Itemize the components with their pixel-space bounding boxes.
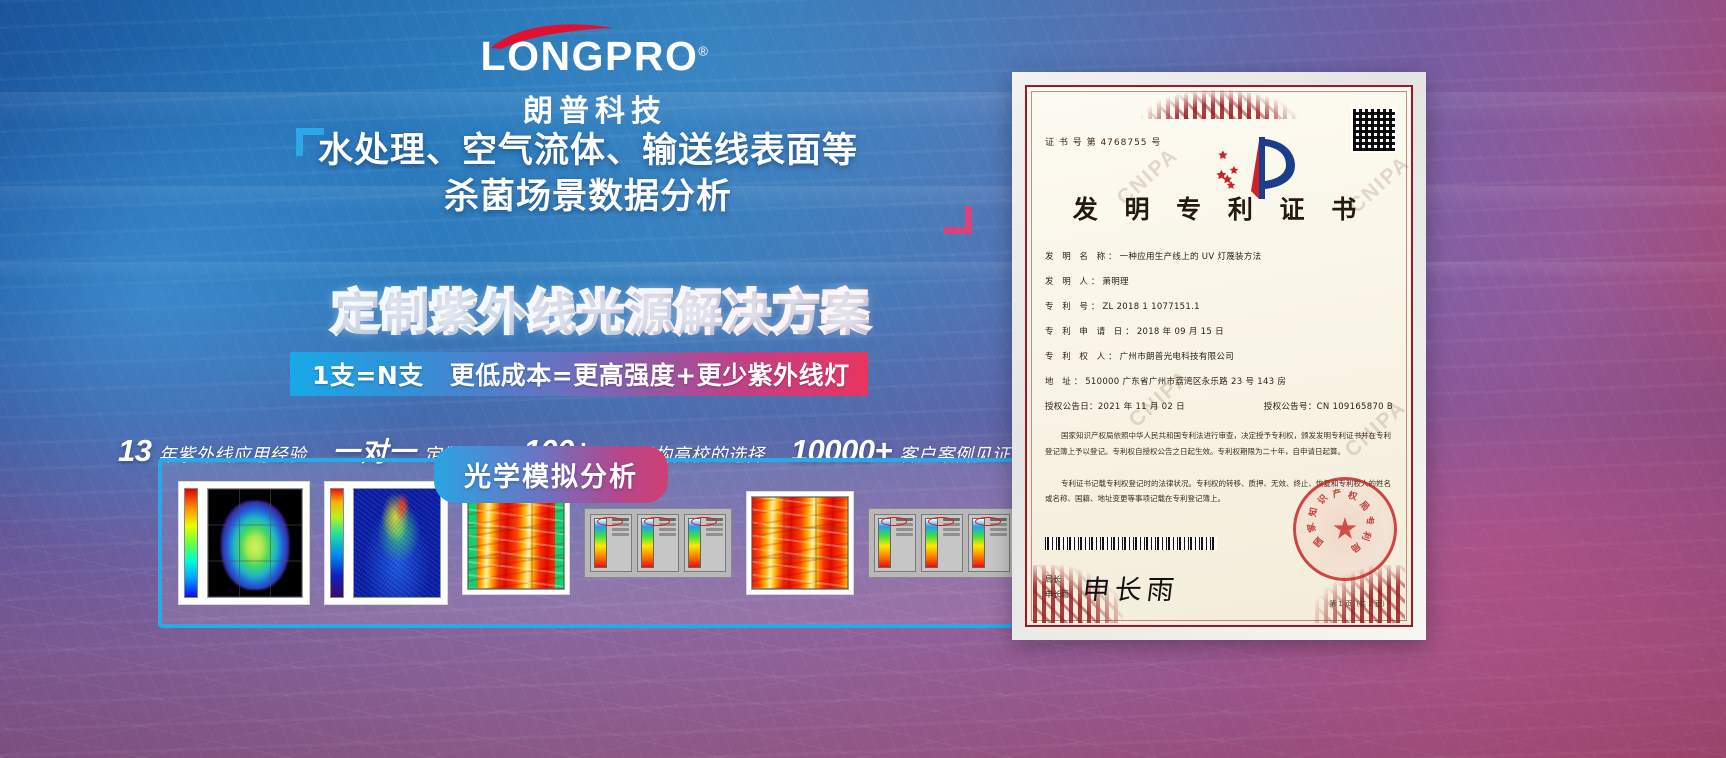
speckle-irradiance-plot bbox=[353, 488, 441, 598]
sim-dialog bbox=[921, 514, 963, 572]
sim-dialog-cluster-2 bbox=[868, 508, 1016, 578]
stat-number: 13 bbox=[118, 433, 152, 468]
optical-simulation-badge: 光学模拟分析 bbox=[434, 446, 668, 503]
beam-irradiance-plot bbox=[207, 488, 303, 598]
seal-text: 国家知识产权局专利局 bbox=[1306, 488, 1375, 554]
director-block: 局长 申长雨 bbox=[1045, 572, 1069, 602]
field-patent-number: 专 利 号：ZL 2018 1 1077151.1 bbox=[1045, 300, 1393, 312]
logo-text-cn: 朗普科技 bbox=[523, 94, 667, 129]
certificate-title: 发 明 专 利 证 书 bbox=[1072, 195, 1366, 224]
grant-number-value: CN 109165870 B bbox=[1316, 402, 1393, 412]
colorbar-icon bbox=[330, 488, 344, 598]
logo-wordmark: LONGPRO® bbox=[480, 24, 710, 79]
sim-dialog-cluster-1 bbox=[584, 508, 732, 578]
subbar-right-text: 更低成本=更高强度+更少紫外线灯 bbox=[449, 361, 850, 390]
field-grant-row: 授权公告日：2021 年 11 月 02 日 授权公告号：CN 10916587… bbox=[1045, 400, 1393, 412]
subbar-left-text: 1支=N支 bbox=[312, 361, 424, 390]
field-key: 专 利 申 请 日： bbox=[1045, 327, 1137, 337]
uniformity-plot-2 bbox=[751, 496, 849, 590]
dialog-colorbar-icon bbox=[641, 518, 654, 568]
director-label: 局长 bbox=[1045, 575, 1061, 584]
director-signature: 申长雨 bbox=[1080, 575, 1181, 606]
background-band-1 bbox=[0, 92, 1726, 122]
field-value: ZL 2018 1 1077151.1 bbox=[1102, 302, 1200, 312]
certificate-number: 证 书 号 第 4768755 号 bbox=[1045, 138, 1162, 148]
sim-chart-speckle bbox=[324, 481, 448, 605]
field-value: 510000 广东省广州市荔湾区永乐路 23 号 143 房 bbox=[1085, 377, 1287, 387]
cnipa-emblem-icon bbox=[1216, 137, 1295, 199]
field-key: 地 址： bbox=[1045, 377, 1086, 387]
dialog-rows bbox=[941, 515, 962, 571]
headline-text: 水处理、空气流体、输送线表面等 杀菌场景数据分析 bbox=[296, 128, 859, 220]
field-key: 发 明 人： bbox=[1045, 277, 1103, 287]
sim-chart-uniformity-2 bbox=[746, 491, 854, 595]
sim-dialog bbox=[968, 514, 1010, 572]
sim-dialog bbox=[637, 514, 679, 572]
field-value: 广州市朗普光电科技有限公司 bbox=[1119, 352, 1235, 362]
beam-spot bbox=[221, 500, 289, 590]
dialog-colorbar-icon bbox=[925, 518, 938, 568]
main-slogan: 定制紫外线光源解决方案 bbox=[330, 276, 871, 342]
grant-date: 授权公告日：2021 年 11 月 02 日 bbox=[1045, 400, 1185, 412]
stat-number: 一对一 bbox=[332, 437, 417, 468]
qr-code-icon bbox=[1351, 107, 1397, 153]
grant-number: 授权公告号：CN 109165870 B bbox=[1264, 400, 1393, 412]
headline-line-1: 水处理、空气流体、输送线表面等 bbox=[318, 131, 859, 171]
dialog-rows bbox=[704, 515, 725, 571]
grant-date-value: 2021 年 11 月 02 日 bbox=[1097, 402, 1185, 412]
bracket-top-left-icon bbox=[296, 128, 324, 156]
dialog-colorbar-icon bbox=[688, 518, 701, 568]
certificate-body-p2: 专利证书记载专利权登记时的法律状况。专利权的转移、质押、无效、终止、恢复和专利权… bbox=[1045, 478, 1391, 504]
sim-dialog bbox=[590, 514, 632, 572]
sim-dialog bbox=[684, 514, 726, 572]
field-key: 专 利 号： bbox=[1045, 302, 1103, 312]
director-name: 申长雨 bbox=[1045, 590, 1069, 600]
sim-dialog bbox=[874, 514, 916, 572]
field-value: 一种应用生产线上的 UV 灯蔑装方法 bbox=[1119, 252, 1262, 262]
dialog-rows bbox=[610, 515, 631, 571]
uniformity-plot-1 bbox=[467, 496, 565, 590]
sim-chart-beam bbox=[178, 481, 310, 605]
patent-certificate: CNIPA CNIPA CNIPA CNIPA 证 书 号 第 4768755 … bbox=[1012, 72, 1426, 640]
certificate-inner: CNIPA CNIPA CNIPA CNIPA 证 书 号 第 4768755 … bbox=[1025, 85, 1413, 627]
field-application-date: 专 利 申 请 日：2018 年 09 月 15 日 bbox=[1045, 325, 1393, 337]
field-key: 专 利 权 人： bbox=[1045, 352, 1120, 362]
dialog-rows bbox=[657, 515, 678, 571]
grant-number-key: 授权公告号： bbox=[1263, 402, 1317, 412]
grant-date-key: 授权公告日： bbox=[1045, 402, 1098, 412]
slogan-subbar: 1支=N支 更低成本=更高强度+更少紫外线灯 bbox=[290, 352, 868, 396]
dialog-rows bbox=[894, 515, 915, 571]
barcode-icon bbox=[1045, 537, 1217, 550]
dialog-rows bbox=[988, 515, 1009, 571]
stat-number: 10000+ bbox=[790, 433, 893, 468]
field-value: 2018 年 09 月 15 日 bbox=[1136, 327, 1224, 337]
dialog-colorbar-icon bbox=[972, 518, 985, 568]
field-key: 发 明 名 称： bbox=[1045, 252, 1120, 262]
field-patentee: 专 利 权 人：广州市朗普光电科技有限公司 bbox=[1045, 350, 1393, 362]
certificate-body-p1: 国家知识产权局依照中华人民共和国专利法进行审查，决定授予专利权，颁发发明专利证书… bbox=[1045, 431, 1391, 456]
field-value: 萧明理 bbox=[1102, 277, 1129, 287]
sim-chart-uniformity-1 bbox=[462, 491, 570, 595]
bracket-bottom-right-icon bbox=[944, 206, 972, 235]
page-note: 第 1 页（共 2 页） bbox=[1329, 600, 1389, 608]
registered-mark-icon: ® bbox=[698, 43, 710, 59]
headline-block: 水处理、空气流体、输送线表面等 杀菌场景数据分析 bbox=[296, 128, 972, 235]
main-slogan-text: 定制紫外线光源解决方案 bbox=[330, 283, 871, 342]
background-glow-left bbox=[0, 40, 460, 560]
ornament-top-icon bbox=[1139, 89, 1299, 119]
logo-text-en: LONGPRO bbox=[480, 33, 699, 79]
field-inventor: 发 明 人：萧明理 bbox=[1045, 275, 1393, 287]
official-seal-icon: 国家知识产权局专利局 bbox=[1293, 477, 1397, 581]
dialog-colorbar-icon bbox=[594, 518, 607, 568]
colorbar-icon bbox=[184, 488, 198, 598]
headline-line-2: 杀菌场景数据分析 bbox=[444, 177, 733, 218]
certificate-fields: 发 明 名 称：一种应用生产线上的 UV 灯蔑装方法 发 明 人：萧明理 专 利… bbox=[1045, 250, 1393, 412]
dialog-colorbar-icon bbox=[878, 518, 891, 568]
field-invention-name: 发 明 名 称：一种应用生产线上的 UV 灯蔑装方法 bbox=[1045, 250, 1393, 262]
company-logo: LONGPRO® 朗普科技 bbox=[470, 24, 720, 130]
field-address: 地 址：510000 广东省广州市荔湾区永乐路 23 号 143 房 bbox=[1045, 375, 1393, 387]
